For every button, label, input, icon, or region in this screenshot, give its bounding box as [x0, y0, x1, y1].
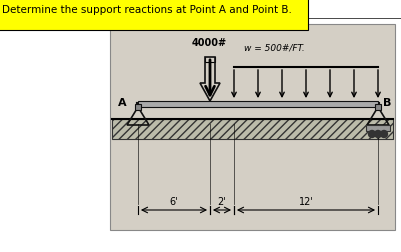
Text: 2': 2' [218, 196, 227, 206]
Bar [366, 125, 390, 132]
Bar [135, 105, 141, 111]
Circle shape [375, 131, 381, 138]
Circle shape [381, 131, 387, 138]
FancyBboxPatch shape [110, 25, 395, 230]
Text: Determine the support reactions at Point A and Point B.: Determine the support reactions at Point… [2, 5, 292, 15]
Text: B: B [383, 98, 391, 108]
Text: 12': 12' [299, 196, 314, 206]
Text: A: A [118, 98, 127, 108]
Circle shape [369, 131, 375, 138]
Bar [375, 105, 381, 111]
Bar [138, 102, 378, 108]
Bar [112, 119, 393, 139]
Text: 4000#: 4000# [192, 38, 227, 48]
Text: 6': 6' [170, 196, 178, 206]
Text: w = 500#/FT.: w = 500#/FT. [244, 43, 305, 52]
